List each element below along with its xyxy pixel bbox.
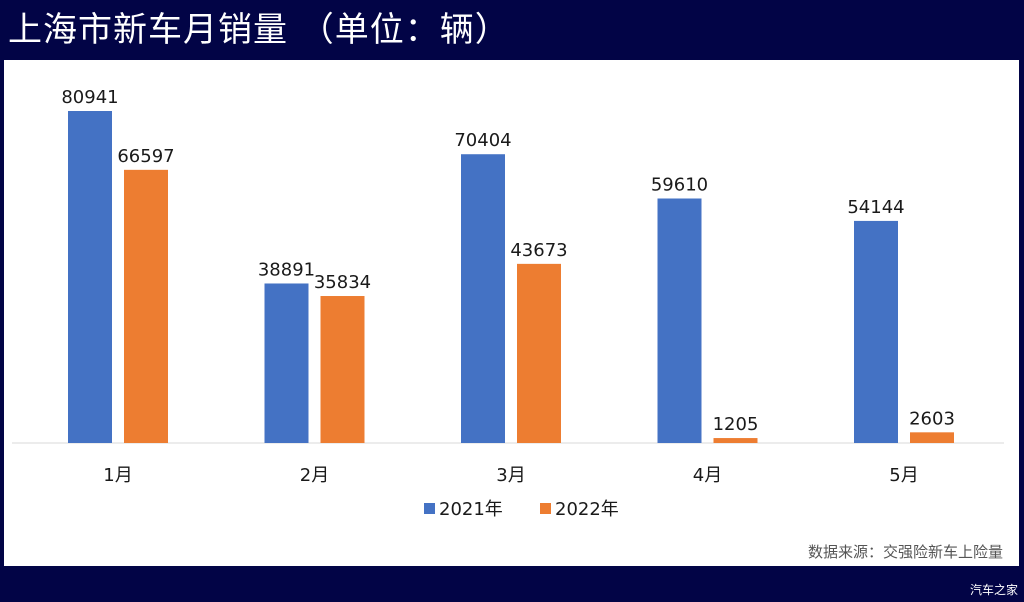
bar-2021-2: [264, 283, 309, 443]
watermark-logo-text: 汽车之家: [969, 583, 1018, 597]
x-tick-label: 3月: [496, 465, 525, 486]
chart-panel: 80941 66597 1月 38891 35834 2月 70404 43673 3月 5961…: [4, 60, 1019, 566]
bar-2022-5: [910, 432, 954, 443]
bar-2022-2: [320, 296, 365, 443]
data-label: 38891: [258, 259, 315, 280]
x-tick-label: 5月: [889, 465, 918, 486]
legend-label-2021: 2021年: [439, 499, 503, 520]
bar-2021-4: [657, 198, 702, 443]
bar-2022-3: [517, 263, 561, 443]
data-label: 66597: [117, 146, 174, 167]
bar-2021-3: [461, 154, 505, 444]
legend-swatch-2022: [540, 503, 551, 514]
bar-2021-5: [854, 220, 898, 443]
bar-2022-1: [124, 169, 168, 443]
data-label: 43673: [510, 240, 567, 261]
x-tick-label: 2月: [300, 465, 329, 486]
bar-2022-4: [713, 438, 758, 443]
data-source-note: 数据来源：交强险新车上险量: [807, 543, 1003, 561]
data-label: 2603: [909, 408, 955, 429]
x-tick-label: 1月: [103, 465, 132, 486]
data-label: 80941: [61, 87, 118, 108]
legend-label-2022: 2022年: [555, 499, 619, 520]
x-tick-label: 4月: [693, 465, 722, 486]
legend-swatch-2021: [424, 503, 435, 514]
data-label: 59610: [651, 174, 708, 195]
data-label: 35834: [314, 272, 371, 293]
page-title: 上海市新车月销量 （单位：辆）: [8, 10, 510, 50]
data-label: 1205: [713, 414, 759, 435]
data-label: 54144: [847, 197, 904, 218]
bar-2021-1: [68, 111, 112, 443]
data-label: 70404: [454, 130, 511, 151]
